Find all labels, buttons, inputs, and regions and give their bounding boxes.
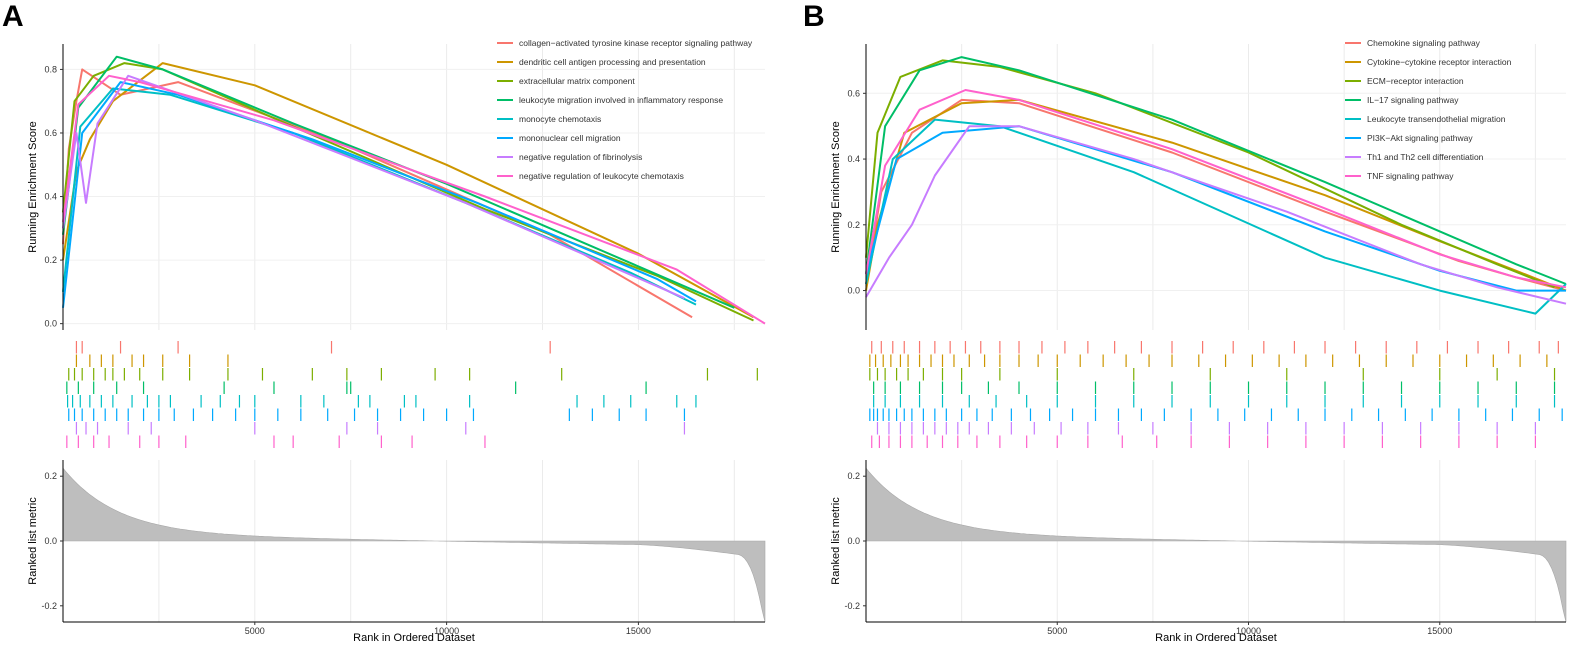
y-tick-label-bottom: -0.2	[844, 601, 860, 611]
panel-label: A	[2, 0, 24, 33]
y-tick-label-bottom: 0.0	[847, 536, 860, 546]
legend-label-3: extracellular matrix component	[519, 76, 635, 86]
panel-label: B	[803, 0, 825, 33]
y-tick-label-top: 0.6	[847, 88, 860, 98]
ranked-metric-area	[63, 468, 765, 622]
es-line-1	[866, 100, 1566, 291]
ranked-metric-area	[866, 468, 1566, 622]
legend-label-6: PI3K−Akt signaling pathway	[1367, 133, 1473, 143]
x-tick-label: 5000	[245, 626, 265, 636]
y-tick-label-bottom: 0.2	[44, 471, 57, 481]
y-tick-label-bottom: 0.0	[44, 536, 57, 546]
y-tick-label-top: 0.0	[847, 286, 860, 296]
y-axis-title-bottom: Ranked list metric	[27, 497, 39, 585]
panel-B: B 0.0 0.2 0.4 0.6 Running Enrichment Score Che…	[803, 0, 1566, 644]
legend-label-5: Leukocyte transendothelial migration	[1367, 114, 1506, 124]
legend-label-7: negative regulation of fibrinolysis	[519, 152, 642, 162]
legend-label-1: Chemokine signaling pathway	[1367, 38, 1481, 48]
es-line-7	[63, 76, 684, 298]
legend-label-3: ECM−receptor interaction	[1367, 76, 1464, 86]
x-tick-label: 5000	[1047, 626, 1067, 636]
y-axis-title-top: Running Enrichment Score	[27, 121, 39, 252]
y-axis-title-bottom: Ranked list metric	[830, 497, 842, 585]
es-line-1	[63, 69, 692, 317]
x-tick-label: 15000	[626, 626, 651, 636]
legend-label-2: dendritic cell antigen processing and pr…	[519, 57, 706, 67]
legend-label-7: Th1 and Th2 cell differentiation	[1367, 152, 1484, 162]
legend-label-8: TNF signaling pathway	[1367, 171, 1454, 181]
y-tick-label-top: 0.4	[44, 192, 57, 202]
y-tick-label-top: 0.4	[847, 154, 860, 164]
y-tick-label-top: 0.2	[44, 255, 57, 265]
y-tick-label-bottom: 0.2	[847, 471, 860, 481]
legend-label-6: mononuclear cell migration	[519, 133, 621, 143]
legend-label-5: monocyte chemotaxis	[519, 114, 601, 124]
gsea-figure: A 0.0 0.2 0.4 0.6 0.8 Running Enrichment Score…	[0, 0, 1594, 652]
legend-label-4: IL−17 signaling pathway	[1367, 95, 1459, 105]
y-axis-title-top: Running Enrichment Score	[830, 121, 842, 252]
y-tick-label-top: 0.0	[44, 319, 57, 329]
legend-label-2: Cytokine−cytokine receptor interaction	[1367, 57, 1512, 67]
es-line-5	[866, 120, 1566, 314]
panel-A: A 0.0 0.2 0.4 0.6 0.8 Running Enrichment Score…	[2, 0, 765, 644]
y-tick-label-top: 0.2	[847, 220, 860, 230]
y-tick-label-top: 0.6	[44, 128, 57, 138]
y-tick-label-bottom: -0.2	[41, 601, 57, 611]
legend-label-4: leukocyte migration involved in inflamma…	[519, 95, 723, 105]
legend-label-1: collagen−activated tyrosine kinase recep…	[519, 38, 753, 48]
legend-label-8: negative regulation of leukocyte chemota…	[519, 171, 684, 181]
y-tick-label-top: 0.8	[44, 64, 57, 74]
x-axis-title: Rank in Ordered Dataset	[353, 632, 475, 644]
x-axis-title: Rank in Ordered Dataset	[1155, 632, 1277, 644]
x-tick-label: 15000	[1427, 626, 1452, 636]
